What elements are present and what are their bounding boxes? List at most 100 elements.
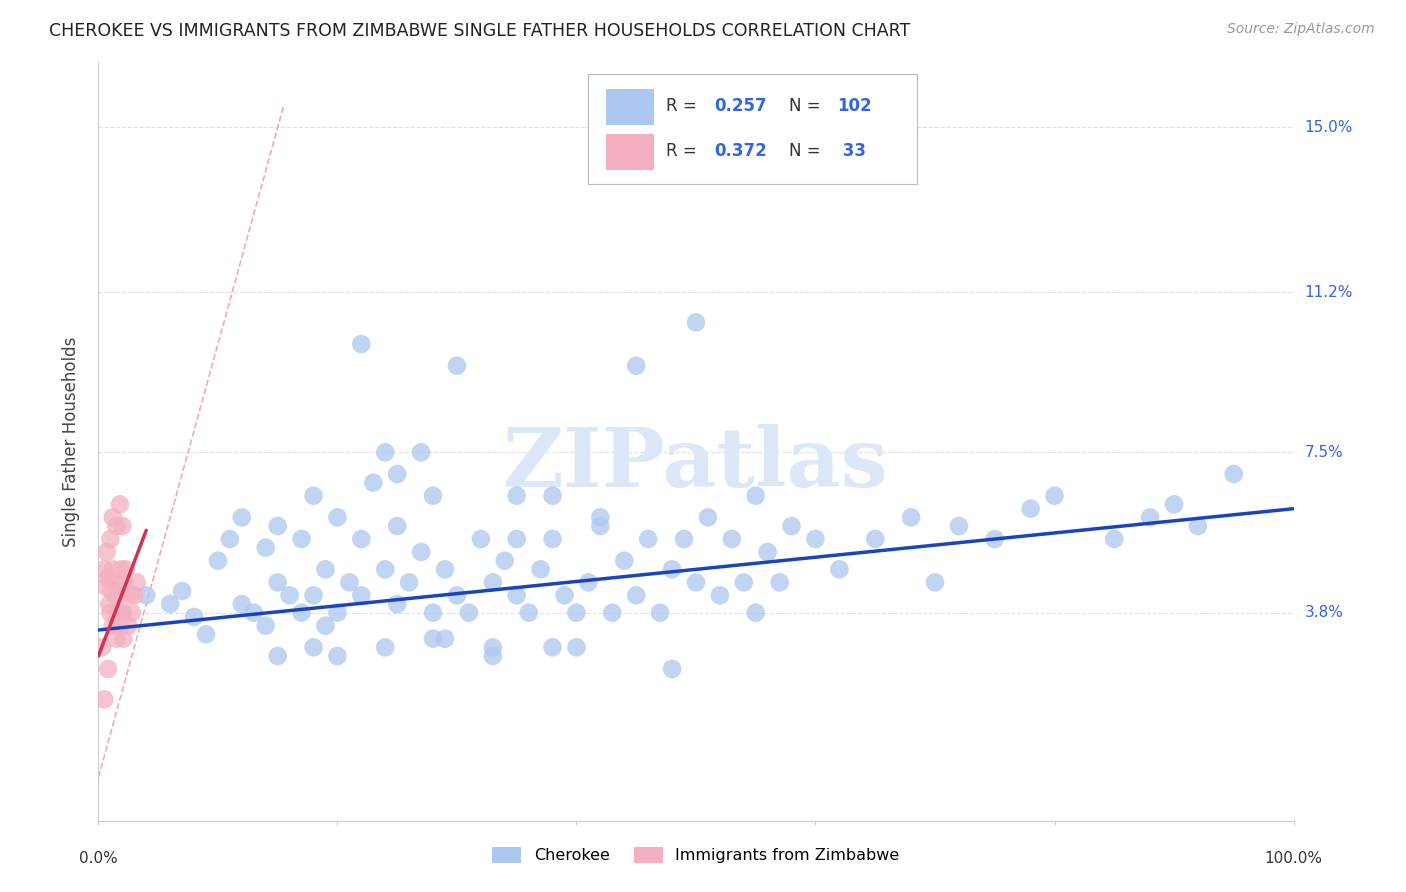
Point bbox=[315, 562, 337, 576]
Point bbox=[114, 575, 136, 590]
Point bbox=[506, 588, 529, 602]
Text: R =: R = bbox=[666, 97, 702, 115]
Point bbox=[385, 467, 409, 481]
Point bbox=[721, 532, 744, 546]
Point bbox=[93, 692, 115, 706]
Text: 0.372: 0.372 bbox=[714, 143, 766, 161]
Point bbox=[530, 562, 553, 576]
Point bbox=[506, 489, 529, 503]
Point bbox=[315, 618, 337, 632]
Point bbox=[637, 532, 659, 546]
Text: R =: R = bbox=[666, 143, 702, 161]
Point bbox=[422, 632, 444, 646]
Point bbox=[115, 562, 138, 576]
Point bbox=[302, 588, 325, 602]
Point bbox=[350, 337, 373, 351]
Point bbox=[541, 640, 564, 655]
Point bbox=[1139, 510, 1161, 524]
Point bbox=[517, 606, 540, 620]
Point bbox=[267, 519, 290, 533]
Point bbox=[481, 575, 505, 590]
Point bbox=[254, 541, 277, 555]
Point bbox=[350, 588, 373, 602]
Point bbox=[363, 475, 385, 490]
Point bbox=[98, 606, 122, 620]
Point bbox=[96, 545, 118, 559]
Point bbox=[626, 588, 648, 602]
Point bbox=[94, 580, 117, 594]
Point bbox=[506, 532, 529, 546]
FancyBboxPatch shape bbox=[589, 74, 917, 184]
Point bbox=[541, 532, 564, 546]
Point bbox=[1187, 519, 1209, 533]
Point bbox=[648, 606, 672, 620]
Point bbox=[411, 445, 433, 459]
Point bbox=[589, 510, 612, 524]
Point bbox=[984, 532, 1007, 546]
Point bbox=[685, 315, 707, 329]
Point bbox=[111, 519, 134, 533]
Point bbox=[626, 359, 648, 373]
Point bbox=[1019, 501, 1042, 516]
Text: 15.0%: 15.0% bbox=[1305, 120, 1353, 135]
Text: N =: N = bbox=[789, 143, 827, 161]
Point bbox=[254, 618, 277, 632]
Text: 102: 102 bbox=[837, 97, 872, 115]
Text: 33: 33 bbox=[837, 143, 866, 161]
Y-axis label: Single Father Households: Single Father Households bbox=[62, 336, 80, 547]
Point bbox=[350, 532, 373, 546]
Text: ZIPatlas: ZIPatlas bbox=[503, 425, 889, 504]
Point bbox=[374, 445, 396, 459]
Point bbox=[374, 562, 396, 576]
Point bbox=[613, 554, 636, 568]
Point bbox=[101, 618, 124, 632]
Point bbox=[385, 519, 409, 533]
Point bbox=[91, 640, 114, 655]
Point bbox=[541, 489, 564, 503]
Point bbox=[219, 532, 242, 546]
Point bbox=[105, 519, 128, 533]
Point bbox=[101, 562, 124, 576]
Point bbox=[948, 519, 970, 533]
Point bbox=[470, 532, 492, 546]
Legend: Cherokee, Immigrants from Zimbabwe: Cherokee, Immigrants from Zimbabwe bbox=[486, 840, 905, 870]
Point bbox=[385, 597, 409, 611]
Point bbox=[411, 545, 433, 559]
Point bbox=[900, 510, 922, 524]
Point bbox=[745, 489, 768, 503]
Point bbox=[231, 597, 253, 611]
Text: 3.8%: 3.8% bbox=[1305, 605, 1344, 620]
Text: Source: ZipAtlas.com: Source: ZipAtlas.com bbox=[1227, 22, 1375, 37]
Text: CHEROKEE VS IMMIGRANTS FROM ZIMBABWE SINGLE FATHER HOUSEHOLDS CORRELATION CHART: CHEROKEE VS IMMIGRANTS FROM ZIMBABWE SIN… bbox=[49, 22, 911, 40]
Point bbox=[481, 640, 505, 655]
Point bbox=[195, 627, 218, 641]
Point bbox=[745, 606, 768, 620]
Point bbox=[105, 632, 128, 646]
Point bbox=[374, 640, 396, 655]
Point bbox=[108, 497, 131, 511]
Point bbox=[110, 562, 132, 576]
Point bbox=[1163, 497, 1185, 511]
Text: 0.0%: 0.0% bbox=[79, 851, 118, 866]
Text: 100.0%: 100.0% bbox=[1264, 851, 1323, 866]
Point bbox=[101, 510, 124, 524]
Point bbox=[828, 562, 851, 576]
Point bbox=[103, 575, 125, 590]
Point bbox=[278, 588, 301, 602]
Bar bbox=[606, 134, 654, 170]
Point bbox=[93, 562, 115, 576]
Text: 0.257: 0.257 bbox=[714, 97, 766, 115]
Point bbox=[565, 640, 588, 655]
Point bbox=[422, 489, 444, 503]
Point bbox=[125, 575, 148, 590]
Point bbox=[481, 648, 505, 663]
Text: 11.2%: 11.2% bbox=[1305, 285, 1353, 300]
Point bbox=[565, 606, 588, 620]
Point bbox=[111, 606, 134, 620]
Point bbox=[104, 588, 127, 602]
Point bbox=[865, 532, 887, 546]
Point bbox=[291, 606, 314, 620]
Point bbox=[107, 606, 129, 620]
Point bbox=[458, 606, 481, 620]
Point bbox=[602, 606, 624, 620]
